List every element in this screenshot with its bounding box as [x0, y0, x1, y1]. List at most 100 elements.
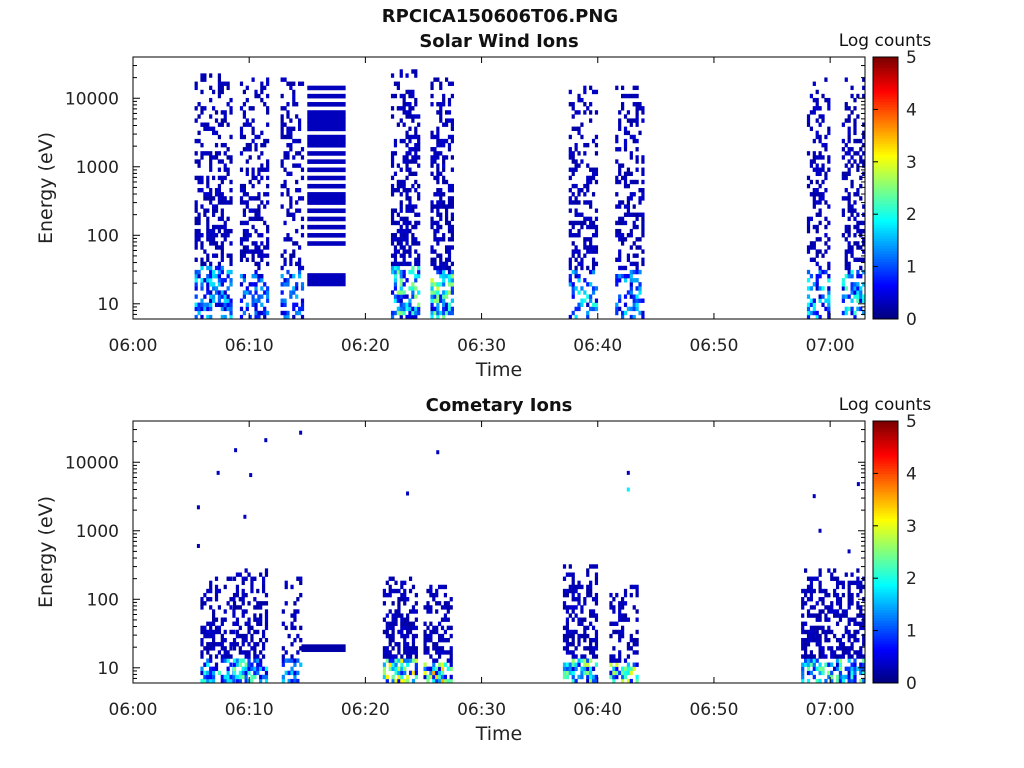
heatmap-cell [414, 617, 418, 622]
heatmap-cell [583, 241, 587, 246]
heatmap-cell [804, 601, 808, 606]
heatmap-cell [439, 224, 443, 230]
heatmap-cell [562, 666, 567, 672]
heatmap-cell [394, 658, 398, 663]
heatmap-cell [847, 167, 851, 172]
heatmap-cell [635, 609, 639, 614]
heatmap-cell [821, 629, 825, 635]
heatmap-cell [818, 155, 822, 160]
heatmap-cell [197, 269, 201, 275]
heatmap-cell [623, 265, 628, 271]
heatmap-cell [408, 310, 412, 316]
heatmap-cell [565, 605, 570, 610]
heatmap-cell [266, 224, 270, 230]
heatmap-cell [260, 81, 264, 86]
heatmap-cell [220, 265, 224, 271]
heatmap-cell [212, 674, 216, 680]
colorbar-segment [873, 316, 898, 320]
heatmap-cell [411, 134, 415, 140]
heatmap-cell [589, 224, 593, 230]
heatmap-cell [203, 249, 207, 254]
heatmap-cell [200, 179, 204, 185]
heatmap-cell [396, 237, 400, 242]
heatmap-cell [229, 306, 233, 312]
heatmap-cell [571, 233, 575, 238]
heatmap-cell [433, 249, 437, 254]
heatmap-cell [821, 588, 825, 594]
heatmap-cell [242, 220, 247, 226]
heatmap-cell [433, 155, 437, 160]
heatmap-cell [200, 286, 204, 291]
heatmap-cell [251, 138, 255, 144]
heatmap-cell [286, 151, 290, 156]
heatmap-cell [450, 126, 454, 131]
heatmap-cell [568, 196, 572, 201]
heatmap-cell [411, 650, 416, 655]
heatmap-cell [250, 584, 254, 590]
heatmap-cell [641, 298, 645, 303]
heatmap-cell [815, 637, 819, 643]
heatmap-cell [403, 601, 407, 606]
heatmap-cell [232, 592, 237, 598]
colorbar-segment [873, 559, 898, 563]
heatmap-cell [847, 134, 851, 140]
heatmap-cell [447, 253, 452, 258]
heatmap-cell [382, 662, 387, 667]
heatmap-cell [623, 588, 628, 594]
heatmap-cell [239, 130, 244, 136]
heatmap-cell [197, 273, 201, 279]
heatmap-cell [264, 609, 269, 614]
heatmap-cell [815, 576, 819, 581]
heatmap-cell [203, 208, 207, 213]
heatmap-cell [629, 286, 633, 291]
heatmap-cell [862, 310, 865, 316]
heatmap-cell [259, 613, 263, 618]
colorbar-segment [873, 528, 898, 532]
heatmap-cell [242, 237, 247, 242]
heatmap-cell [812, 282, 816, 287]
heatmap-cell [589, 200, 593, 205]
heatmap-cell [239, 241, 244, 246]
heatmap-cell [589, 179, 593, 185]
heatmap-cell [615, 134, 619, 140]
heatmap-cell [824, 633, 828, 639]
heatmap-cell [200, 625, 204, 631]
heatmap-cell [217, 188, 222, 193]
heatmap-cell [194, 228, 198, 234]
heatmap-cell [209, 588, 213, 594]
heatmap-cell [827, 126, 831, 131]
heatmap-cell [242, 233, 247, 238]
heatmap-cell [286, 130, 290, 136]
heatmap-cell [396, 265, 400, 271]
heatmap-cell [447, 224, 452, 230]
heatmap-cell [396, 306, 400, 312]
heatmap-cell [200, 175, 204, 181]
heatmap-cell [247, 629, 251, 635]
heatmap-cell [609, 605, 613, 610]
colorbar-segment [873, 604, 898, 608]
heatmap-cell [260, 151, 264, 156]
heatmap-cell [289, 142, 293, 148]
heatmap-cell [245, 249, 249, 254]
heatmap-cell [629, 134, 633, 140]
heatmap-cell [212, 237, 216, 242]
heatmap-cell [583, 253, 587, 258]
heatmap-cell [812, 658, 816, 663]
heatmap-cell [217, 298, 222, 303]
heatmap-cell [263, 138, 267, 144]
colorbar-segment [873, 680, 898, 684]
heatmap-cell [263, 204, 267, 209]
heatmap-cell [194, 200, 198, 205]
heatmap-cell [583, 200, 587, 205]
heatmap-cell [833, 592, 837, 598]
heatmap-cell [847, 654, 851, 659]
heatmap-band-cell [307, 142, 346, 148]
heatmap-cell [414, 237, 418, 242]
heatmap-band-cell [307, 224, 346, 230]
heatmap-cell [847, 674, 851, 680]
heatmap-cell [206, 175, 210, 181]
heatmap-cell [232, 678, 236, 683]
heatmap-cell [862, 249, 865, 254]
heatmap-cell [223, 306, 227, 312]
heatmap-cell [615, 147, 619, 152]
